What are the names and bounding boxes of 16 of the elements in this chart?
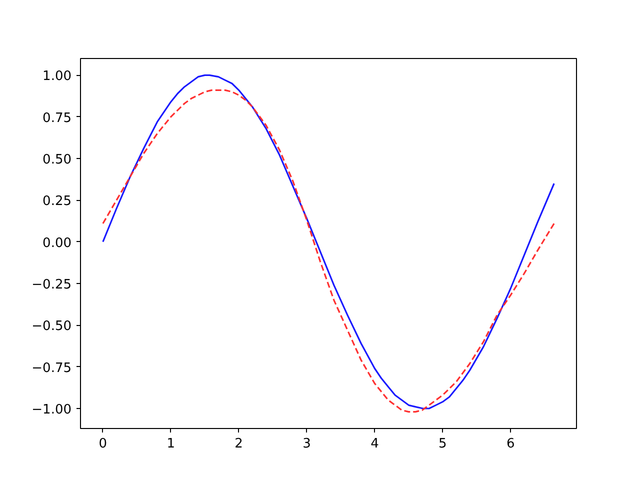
y-tick-label: 1.00: [42, 69, 72, 84]
x-tick-label: 1: [166, 436, 176, 452]
x-tick-label: 4: [370, 436, 379, 452]
y-tick-label: 0.50: [42, 152, 72, 168]
y-tick-label: 0.75: [42, 110, 72, 126]
x-tick-label: 5: [438, 436, 447, 452]
y-tick-label: −0.75: [32, 360, 72, 376]
y-tick-label: −1.00: [32, 402, 72, 418]
y-tick-label: −0.50: [32, 319, 72, 334]
x-tick-label: 3: [302, 436, 311, 452]
y-tick-label: 0.25: [42, 194, 72, 210]
x-tick-label: 0: [98, 436, 108, 452]
y-tick-label: 0.00: [42, 236, 72, 251]
y-tick-label: −0.25: [32, 278, 72, 292]
x-tick-label: 6: [506, 436, 515, 452]
x-tick-label: 2: [234, 436, 243, 452]
